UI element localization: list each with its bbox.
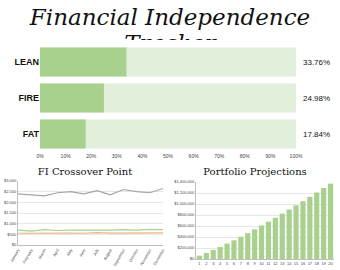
svg-text:18: 18 [315, 261, 320, 266]
svg-text:June: June [78, 247, 87, 258]
svg-text:$1,400,000: $1,400,000 [174, 179, 195, 184]
svg-text:$2,500: $2,500 [4, 189, 17, 194]
svg-text:LEAN: LEAN [15, 57, 40, 67]
svg-text:33.76%: 33.76% [303, 58, 330, 67]
svg-text:11: 11 [266, 261, 271, 266]
svg-text:70%: 70% [214, 153, 225, 159]
svg-text:$600,000: $600,000 [178, 223, 195, 228]
svg-text:$200,000: $200,000 [178, 245, 195, 250]
svg-text:20%: 20% [86, 153, 97, 159]
svg-text:$2,000: $2,000 [4, 200, 17, 205]
svg-text:17.84%: 17.84% [303, 130, 330, 139]
svg-text:10: 10 [259, 261, 264, 266]
html-text:Financial Independence Tracker: Financial Independence Tracker [29, 4, 311, 56]
svg-text:13: 13 [280, 261, 285, 266]
svg-text:17: 17 [308, 261, 313, 266]
svg-text:$800,000: $800,000 [178, 212, 195, 217]
svg-text:19: 19 [321, 261, 326, 266]
svg-text:2: 2 [205, 261, 208, 266]
svg-text:1: 1 [198, 261, 201, 266]
svg-text:90%: 90% [265, 153, 276, 159]
svg-text:30%: 30% [112, 153, 123, 159]
svg-text:FAT: FAT [23, 129, 40, 139]
svg-text:October: October [128, 247, 140, 262]
svg-text:February: February [21, 248, 33, 264]
svg-text:December: December [152, 247, 166, 266]
svg-text:July: July [92, 248, 100, 257]
svg-text:April: April [52, 248, 60, 258]
svg-text:8: 8 [247, 261, 250, 266]
svg-text:15: 15 [294, 261, 299, 266]
svg-text:100%: 100% [290, 153, 303, 159]
svg-text:0%: 0% [36, 153, 44, 159]
svg-text:$3,000: $3,000 [4, 178, 17, 183]
svg-text:$1,500: $1,500 [4, 210, 17, 215]
svg-text:$0: $0 [190, 256, 195, 261]
svg-text:Portfolio Projections: Portfolio Projections [203, 166, 306, 177]
svg-text:60%: 60% [189, 153, 200, 159]
svg-text:16: 16 [301, 261, 306, 266]
svg-text:50%: 50% [163, 153, 174, 159]
svg-text:40%: 40% [137, 153, 148, 159]
svg-text:6: 6 [233, 261, 236, 266]
svg-text:9: 9 [254, 261, 257, 266]
svg-text:80%: 80% [240, 153, 251, 159]
svg-text:7: 7 [240, 261, 243, 266]
svg-text:$1,000,000: $1,000,000 [174, 201, 195, 206]
svg-text:3: 3 [212, 261, 215, 266]
svg-text:14: 14 [287, 261, 292, 266]
svg-text:$400,000: $400,000 [178, 234, 195, 239]
svg-text:$0: $0 [12, 242, 17, 247]
svg-text:$1,200,000: $1,200,000 [174, 190, 195, 195]
svg-text:24.98%: 24.98% [303, 94, 330, 103]
svg-text:May: May [65, 248, 73, 257]
svg-text:20: 20 [328, 261, 333, 266]
svg-text:January: January [9, 248, 20, 263]
svg-text:12: 12 [273, 261, 278, 266]
svg-text:March: March [37, 248, 47, 260]
svg-text:$500: $500 [7, 232, 17, 237]
svg-text:10%: 10% [61, 153, 72, 159]
svg-text:August: August [102, 247, 113, 261]
svg-text:FI Crossover Point: FI Crossover Point [38, 166, 132, 177]
svg-text:September: September [112, 247, 126, 267]
svg-text:$1,000: $1,000 [4, 221, 17, 226]
svg-text:4: 4 [219, 261, 222, 266]
svg-text:November: November [139, 247, 153, 266]
svg-text:FIRE: FIRE [18, 93, 39, 103]
svg-text:5: 5 [226, 261, 229, 266]
